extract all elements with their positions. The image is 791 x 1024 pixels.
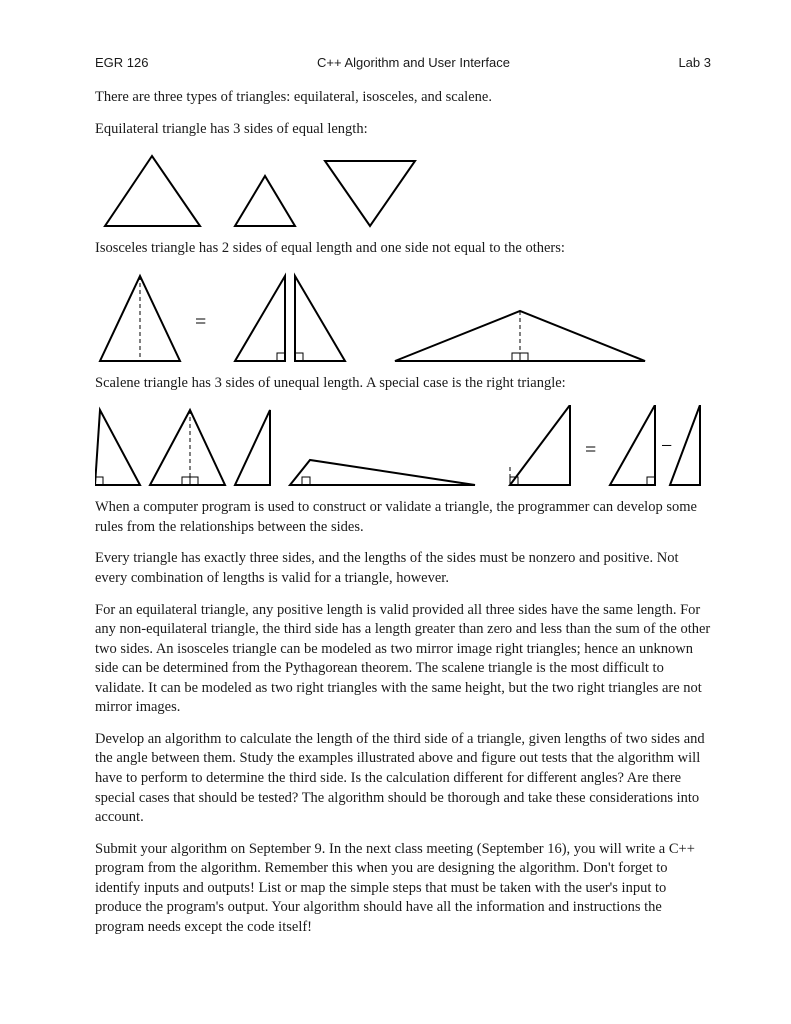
figure-row-equilateral: [95, 151, 711, 231]
paragraph-intro: There are three types of triangles: equi…: [95, 88, 711, 108]
paragraph-sides: Every triangle has exactly three sides, …: [95, 549, 711, 588]
header-title: C++ Algorithm and User Interface: [317, 55, 510, 70]
paragraph-isosceles: Isosceles triangle has 2 sides of equal …: [95, 239, 711, 259]
equilateral-svg: [95, 151, 475, 231]
svg-text:−: −: [661, 435, 672, 457]
paragraph-lengths: For an equilateral triangle, any positiv…: [95, 601, 711, 718]
figure-row-scalene: =−: [95, 405, 711, 490]
isosceles-svg: =: [95, 271, 655, 366]
paragraph-develop: Develop an algorithm to calculate the le…: [95, 730, 711, 828]
scalene-svg: =−: [95, 405, 705, 490]
paragraph-scalene: Scalene triangle has 3 sides of unequal …: [95, 374, 711, 394]
svg-text:=: =: [195, 311, 206, 333]
header-course: EGR 126: [95, 55, 148, 70]
paragraph-equilateral: Equilateral triangle has 3 sides of equa…: [95, 120, 711, 140]
figure-row-isosceles: =: [95, 271, 711, 366]
paragraph-submit: Submit your algorithm on September 9. In…: [95, 840, 711, 938]
paragraph-rules: When a computer program is used to const…: [95, 498, 711, 537]
page-header: EGR 126 C++ Algorithm and User Interface…: [95, 55, 711, 70]
svg-text:=: =: [585, 439, 596, 461]
document-page: EGR 126 C++ Algorithm and User Interface…: [0, 0, 791, 1024]
header-lab: Lab 3: [678, 55, 711, 70]
